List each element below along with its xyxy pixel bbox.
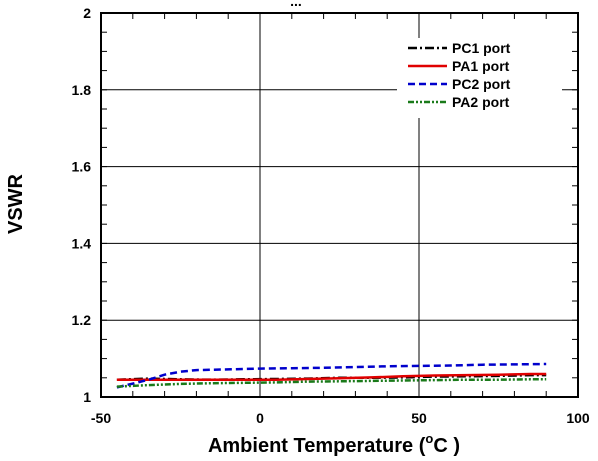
series-line-pa1-port	[116, 372, 547, 381]
series-line-pc2-port	[116, 362, 547, 389]
y-tick-label: 1.2	[72, 312, 92, 328]
y-tick-label: 1.8	[72, 82, 92, 98]
x-tick-label: 50	[411, 410, 427, 426]
x-axis-title-superscript: o	[425, 431, 433, 446]
y-axis-title: VSWR	[5, 173, 27, 234]
legend: PC1 port PA1 port PC2 port PA2 port	[397, 38, 562, 118]
y-tick-label: 2	[83, 5, 91, 21]
legend-label: PA2 port	[452, 94, 510, 110]
x-tick-label: 0	[256, 410, 264, 426]
series-lines	[116, 362, 547, 389]
legend-label: PA1 port	[452, 58, 510, 74]
y-axis-ticks: 1 1.2 1.4 1.6 1.8 2	[72, 5, 578, 405]
legend-background	[397, 38, 562, 118]
y-tick-label: 1	[83, 389, 91, 405]
series-line-pa2-port	[116, 378, 547, 388]
x-axis-title-prefix: Ambient Temperature (	[208, 435, 426, 457]
y-tick-label: 1.4	[72, 235, 92, 251]
x-tick-label: 100	[566, 410, 590, 426]
x-axis-title-unit: C )	[433, 435, 460, 457]
legend-label: PC1 port	[452, 40, 511, 56]
legend-label: PC2 port	[452, 76, 511, 92]
x-axis-ticks: -50 0 50 100	[91, 13, 590, 426]
x-tick-label: -50	[91, 410, 111, 426]
x-axis-title: Ambient Temperature (oC )	[208, 431, 460, 457]
chart-title-fragment: ...	[290, 0, 302, 9]
y-tick-label: 1.6	[72, 159, 92, 175]
